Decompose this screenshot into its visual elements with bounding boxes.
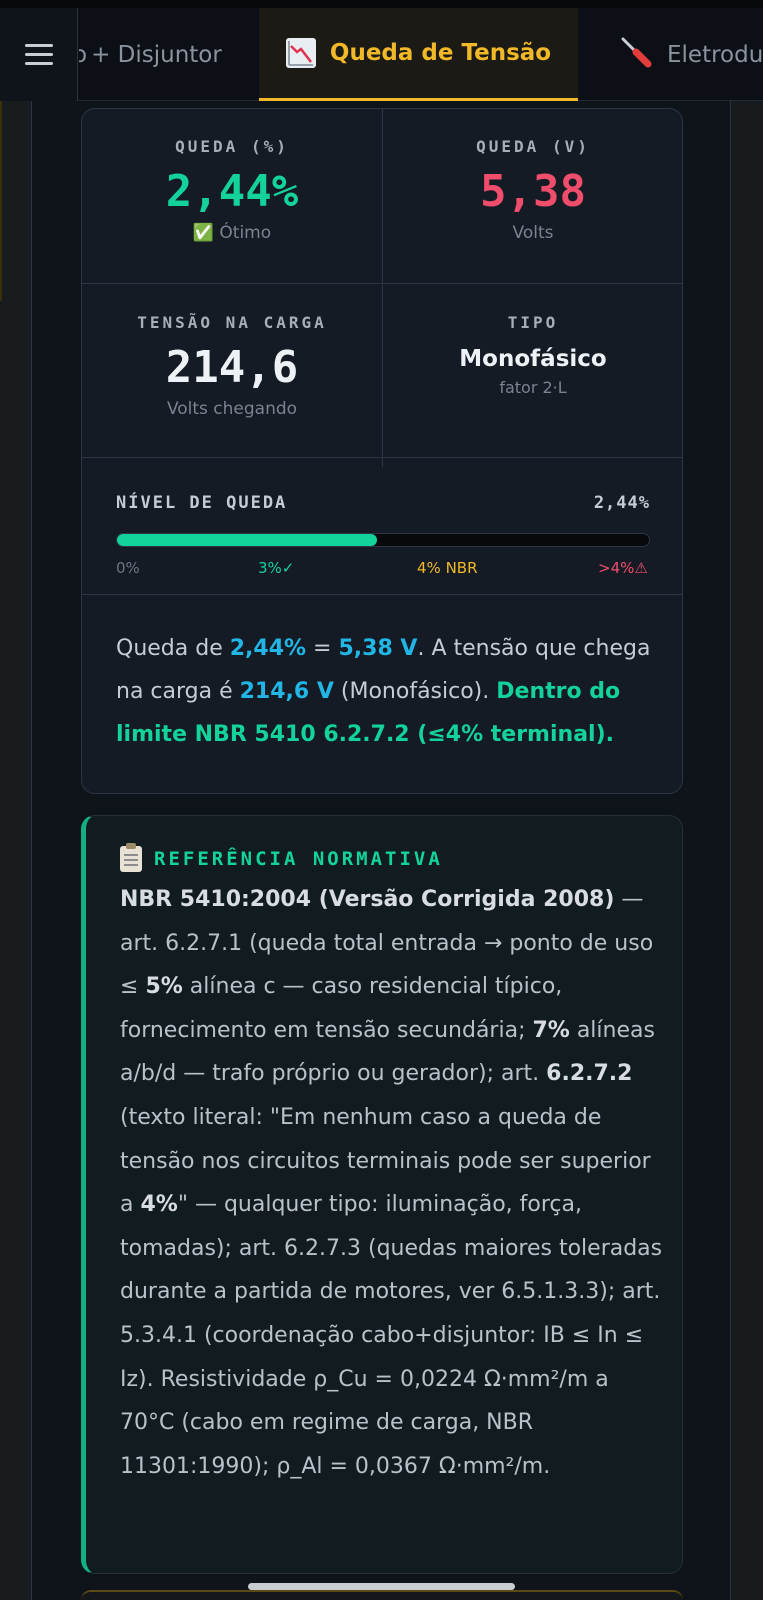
type-label: TIPO — [507, 313, 559, 332]
level-header: NÍVEL DE QUEDA 2,44% — [116, 493, 650, 513]
menu-button[interactable] — [0, 8, 78, 101]
status-strip — [0, 0, 763, 8]
drop-percent-label: QUEDA (%) — [175, 137, 289, 156]
reference-text: " — qualquer tipo: iluminação, força, to… — [120, 1192, 663, 1479]
drop-volts-value: 5,38 — [480, 166, 586, 217]
summary-text-part: . A tensão que chega na carga é — [116, 636, 651, 704]
reference-text: alínea c — caso residencial típico, forn… — [120, 974, 563, 1043]
level-progress-bar — [116, 533, 650, 547]
tab-eletroduto[interactable]: Eletrodu — [619, 8, 763, 101]
divider — [82, 283, 682, 284]
summary-text-part: Queda de — [116, 636, 230, 661]
summary-drop-volts: 5,38 V — [338, 636, 418, 661]
drop-volts-label: QUEDA (V) — [476, 137, 590, 156]
type-value: Monofásico — [459, 346, 607, 372]
drop-percent-value: 2,44% — [165, 166, 299, 217]
top-bar: o + Disjuntor Queda de Tensão Eletrodu — [0, 0, 763, 101]
divider — [382, 109, 383, 467]
tab-label: Queda de Tensão — [329, 40, 552, 66]
reference-body: NBR 5410:2004 (Versão Corrigida 2008) — … — [120, 878, 668, 1488]
results-card: QUEDA (%) 2,44% ✅ Ótimo QUEDA (V) 5,38 V… — [81, 108, 683, 794]
right-panel-edge — [730, 101, 763, 1600]
reference-bold: 5% — [145, 974, 183, 1000]
drop-volts-cell: QUEDA (V) 5,38 Volts — [382, 137, 682, 243]
tab-label: + Disjuntor — [91, 41, 222, 68]
next-card-edge — [81, 1590, 683, 1600]
reference-bold: 4% — [140, 1192, 178, 1218]
drop-percent-cell: QUEDA (%) 2,44% ✅ Ótimo — [82, 137, 382, 243]
reference-bold: 6.2.7.2 — [546, 1061, 633, 1087]
hamburger-icon — [24, 43, 53, 66]
screwdriver-icon — [619, 35, 653, 75]
divider — [82, 457, 682, 458]
scale-4: 4% NBR — [417, 559, 478, 577]
tab-queda-de-tensao[interactable]: Queda de Tensão — [259, 8, 578, 101]
scale-0: 0% — [116, 559, 140, 577]
reference-title: REFERÊNCIA NORMATIVA — [154, 848, 443, 870]
reference-text: (texto literal: "Em nenhum caso a queda … — [120, 1104, 651, 1218]
tab-prefix: o — [79, 41, 88, 68]
summary-text-part: (Monofásico). — [333, 679, 497, 704]
drop-volts-unit: Volts — [512, 223, 554, 243]
scale-over-4: >4%⚠ — [598, 559, 648, 577]
type-sub: fator 2·L — [499, 378, 567, 397]
tab-label: Eletrodu — [667, 41, 763, 68]
load-voltage-sub: Volts chegando — [166, 399, 298, 419]
level-label: NÍVEL DE QUEDA — [116, 493, 288, 513]
load-voltage-label: TENSÃO NA CARGA — [137, 313, 327, 332]
summary-text-part: = — [306, 636, 339, 661]
summary-text: Queda de 2,44% = 5,38 V. A tensão que ch… — [116, 627, 656, 756]
reference-bold: 7% — [532, 1017, 570, 1043]
chart-down-icon — [285, 38, 316, 68]
type-cell: TIPO Monofásico fator 2·L — [382, 313, 682, 397]
reference-text: — art. 6.2.7.1 (queda total entrada → po… — [120, 887, 654, 1000]
summary-load-voltage: 214,6 V — [239, 679, 334, 704]
divider — [82, 594, 682, 595]
summary-drop-percent: 2,44% — [229, 636, 307, 661]
tab-bar: o + Disjuntor Queda de Tensão Eletrodu — [79, 8, 763, 101]
scale-3: 3%✓ — [258, 559, 295, 577]
drop-status: ✅ Ótimo — [192, 223, 272, 243]
reference-text: alíneas a/b/d — trafo próprio ou gerador… — [120, 1017, 655, 1087]
reference-bold: NBR 5410:2004 (Versão Corrigida 2008) — [120, 887, 615, 912]
left-panel-edge — [0, 101, 32, 1600]
level-value: 2,44% — [593, 493, 650, 513]
reference-card: REFERÊNCIA NORMATIVA NBR 5410:2004 (Vers… — [81, 815, 683, 1574]
load-voltage-cell: TENSÃO NA CARGA 214,6 Volts chegando — [82, 313, 382, 419]
tab-cabo-disjuntor[interactable]: o + Disjuntor — [79, 8, 259, 101]
load-voltage-value: 214,6 — [165, 342, 299, 393]
home-indicator[interactable] — [248, 1583, 515, 1590]
reference-header: REFERÊNCIA NORMATIVA — [120, 843, 443, 872]
level-progress-fill — [117, 534, 377, 546]
summary-conclusion: Dentro do limite NBR 5410 6.2.7.2 (≤4% t… — [116, 679, 621, 747]
clipboard-icon — [120, 843, 142, 872]
